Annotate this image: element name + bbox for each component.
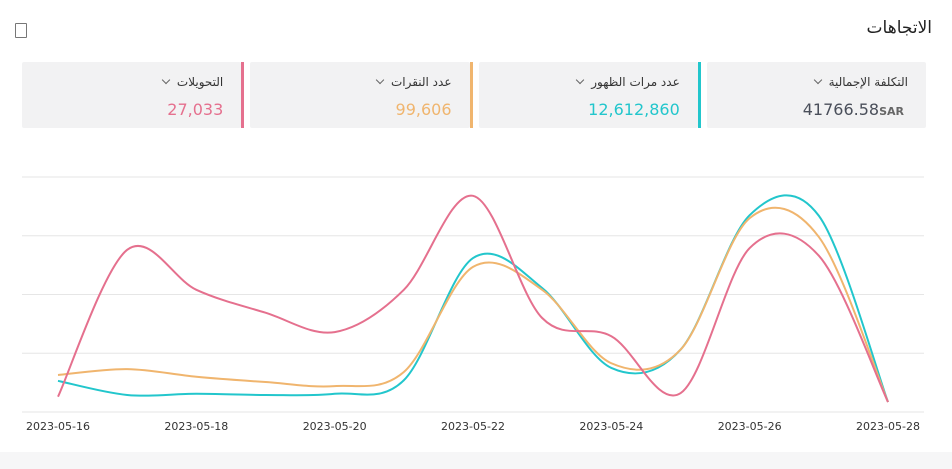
card-label: التكلفة الإجمالية bbox=[813, 75, 908, 89]
x-tick-label: 2023-05-16 bbox=[26, 420, 90, 433]
x-tick-label: 2023-05-26 bbox=[718, 420, 782, 433]
series-line bbox=[57, 206, 889, 403]
kpi-card[interactable]: التحويلات 27,033 bbox=[22, 62, 245, 128]
series-line bbox=[57, 194, 889, 403]
card-label: عدد مرات الظهور bbox=[576, 75, 680, 89]
card-value: 99,606 bbox=[395, 100, 452, 119]
card-value: 41766.58SAR bbox=[802, 100, 904, 119]
dropdown-chevron bbox=[375, 75, 385, 85]
x-tick-label: 2023-05-24 bbox=[579, 420, 643, 433]
card-accent bbox=[697, 62, 701, 128]
kpi-card[interactable]: عدد النقرات 99,606 bbox=[250, 62, 473, 128]
kpi-cards: التكلفة الإجمالية 41766.58SAR عدد مرات الظ… bbox=[22, 62, 926, 128]
export-icon[interactable] bbox=[15, 23, 27, 38]
x-tick-label: 2023-05-20 bbox=[303, 420, 367, 433]
card-accent bbox=[241, 62, 245, 128]
x-tick-label: 2023-05-28 bbox=[856, 420, 920, 433]
card-value: 27,033 bbox=[167, 100, 224, 119]
card-unit: SAR bbox=[879, 105, 904, 118]
dropdown-chevron bbox=[813, 75, 822, 85]
card-value: 12,612,860 bbox=[588, 100, 680, 119]
kpi-card[interactable]: عدد مرات الظهور 12,612,860 bbox=[478, 62, 701, 128]
card-label: التحويلات bbox=[161, 75, 223, 89]
x-tick-label: 2023-05-18 bbox=[164, 420, 228, 433]
kpi-card[interactable]: التكلفة الإجمالية 41766.58SAR bbox=[706, 62, 926, 128]
x-tick-label: 2023-05-22 bbox=[441, 420, 505, 433]
card-accent bbox=[469, 62, 473, 128]
card-label: عدد النقرات bbox=[375, 75, 452, 89]
chart: 2023-05-16 2023-05-18 2023-05-20 2023-05-22… bbox=[22, 176, 924, 433]
footer bbox=[0, 452, 952, 469]
series-line bbox=[57, 194, 889, 403]
dropdown-chevron bbox=[161, 75, 171, 85]
dropdown-chevron bbox=[576, 75, 585, 85]
page-title: الاتجاهات bbox=[866, 18, 932, 38]
